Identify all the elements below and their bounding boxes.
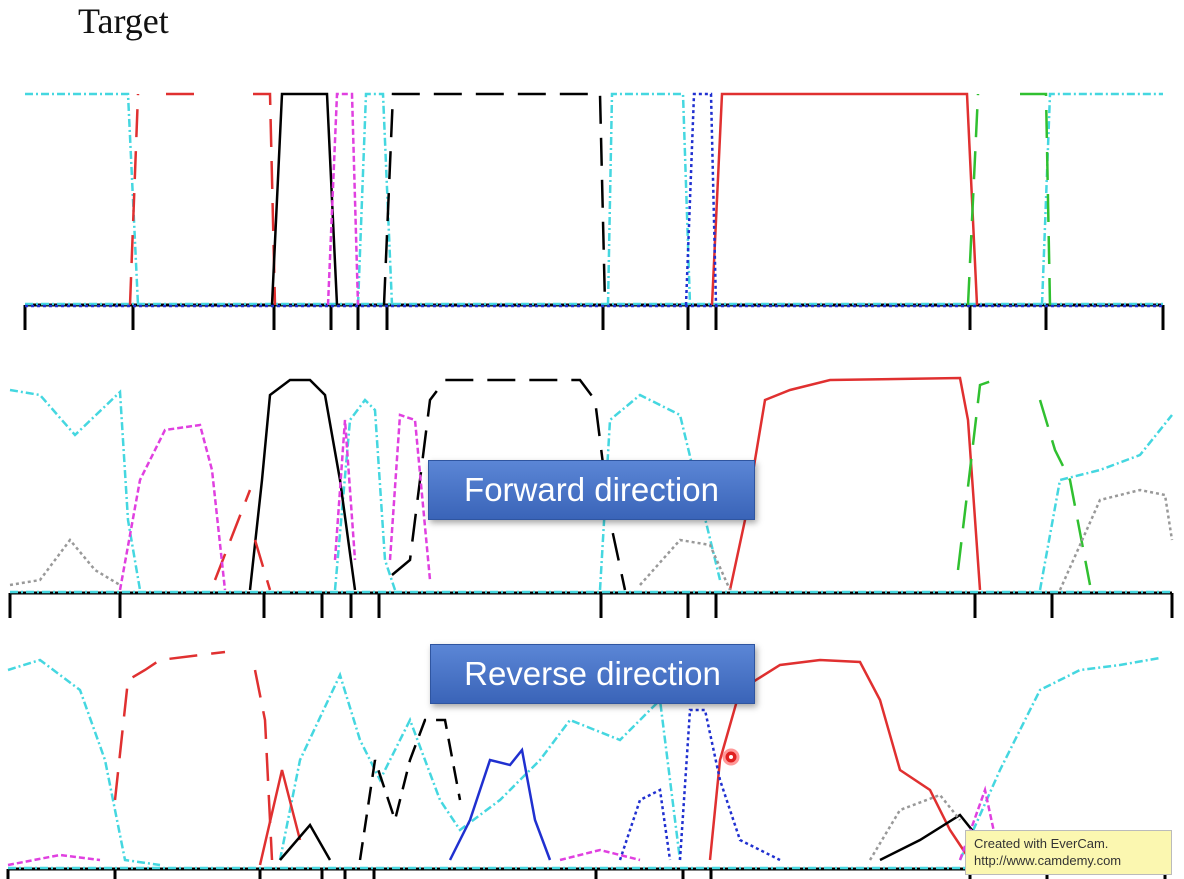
title: Target xyxy=(78,1,169,41)
cursor-dot xyxy=(729,755,733,759)
forward-label: Forward direction xyxy=(428,460,755,520)
watermark-line: Created with EverCam. xyxy=(974,836,1109,851)
target-panel xyxy=(23,92,1165,330)
curves xyxy=(25,92,1163,308)
axis xyxy=(8,591,1174,618)
watermark-url[interactable]: http://www.camdemy.com xyxy=(974,853,1122,868)
watermark: Created with EverCam. http://www.camdemy… xyxy=(965,830,1172,875)
curves xyxy=(9,376,1174,594)
reverse-label: Reverse direction xyxy=(430,644,755,704)
axis xyxy=(23,303,1165,330)
forward-panel xyxy=(8,376,1174,618)
